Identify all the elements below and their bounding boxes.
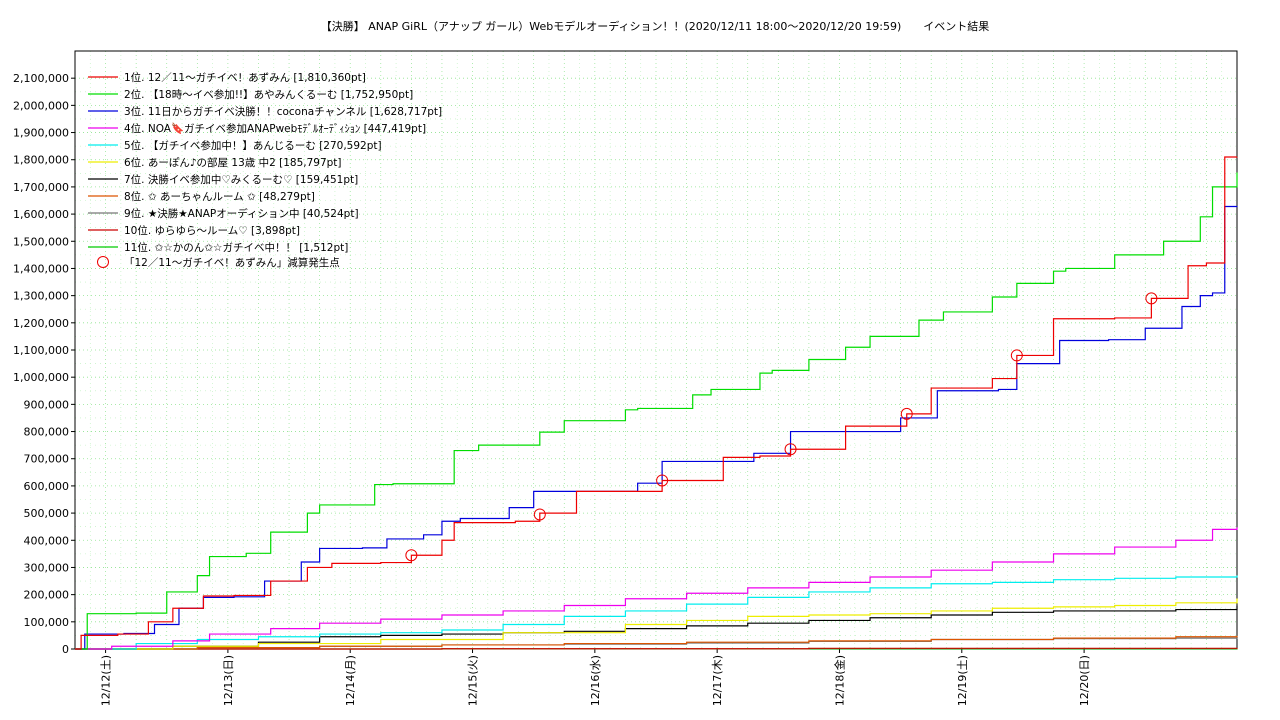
x-tick-label: 12/19(土) bbox=[956, 655, 969, 706]
x-tick-label: 12/16(水) bbox=[589, 655, 602, 706]
y-tick-label: 2,100,000 bbox=[13, 72, 69, 85]
y-tick-label: 500,000 bbox=[24, 507, 70, 520]
series-line bbox=[75, 156, 1238, 650]
legend-entry: 7位. 決勝イベ参加中♡みくるーむ♡ [159,451pt] bbox=[124, 173, 358, 186]
deduction-marker bbox=[900, 407, 913, 420]
legend-entry: 10位. ゆらゆら〜ルーム♡ [3,898pt] bbox=[124, 224, 300, 237]
series-line bbox=[75, 647, 1238, 650]
series-line bbox=[75, 598, 1238, 650]
x-tick-label: 12/12(土) bbox=[100, 655, 113, 706]
series-line bbox=[75, 172, 1238, 650]
legend-entry: 3位. 11日からガチイベ決勝！！coconaチャンネル [1,628,717p… bbox=[124, 105, 442, 118]
y-tick-label: 1,700,000 bbox=[13, 181, 69, 194]
legend-marker-swatch bbox=[97, 256, 109, 268]
deduction-marker bbox=[405, 549, 418, 562]
legend: 1位. 12／11〜ガチイベ！あずみん [1,810,360pt] 2位. 【18… bbox=[88, 71, 442, 269]
deduction-marker bbox=[784, 443, 797, 456]
marker-group bbox=[405, 292, 1158, 562]
legend-entry: 9位. ★決勝★ANAPオーディション中 [40,524pt] bbox=[124, 207, 359, 220]
y-tick-label: 1,400,000 bbox=[13, 262, 69, 275]
y-tick-label: 1,800,000 bbox=[13, 154, 69, 167]
y-tick-label: 600,000 bbox=[24, 480, 70, 493]
deduction-marker bbox=[533, 508, 546, 521]
y-axis: 0 100,000 200,000 300,000 400,000 500,000 600,… bbox=[13, 72, 75, 656]
y-tick-label: 900,000 bbox=[24, 398, 70, 411]
y-tick-label: 800,000 bbox=[24, 426, 70, 439]
series-line bbox=[75, 575, 1238, 650]
y-tick-label: 200,000 bbox=[24, 589, 70, 602]
legend-entry: 5位. 【ガチイベ参加中！】あんじるーむ [270,592pt] bbox=[124, 139, 382, 152]
legend-entry: 4位. NOA🔖ガチイベ参加ANAPwebﾓﾃﾞﾙｵｰﾃﾞｨｼｮﾝ [447,4… bbox=[124, 122, 426, 135]
deduction-marker bbox=[1010, 349, 1023, 362]
series-line bbox=[75, 527, 1238, 650]
x-tick-label: 12/15(火) bbox=[467, 655, 480, 706]
y-tick-label: 1,100,000 bbox=[13, 344, 69, 357]
y-tick-label: 1,900,000 bbox=[13, 127, 69, 140]
x-axis: 12/12(土) 12/13(日) 12/14(月) 12/15(火) 12/16(水)… bbox=[100, 649, 1091, 706]
y-tick-label: 300,000 bbox=[24, 561, 70, 574]
y-tick-label: 0 bbox=[62, 643, 69, 656]
legend-entry: 8位. ✩ あーちゃんルーム ✩ [48,279pt] bbox=[124, 190, 315, 203]
series-line bbox=[75, 605, 1238, 650]
y-tick-label: 1,000,000 bbox=[13, 371, 69, 384]
deduction-marker bbox=[656, 474, 669, 487]
x-tick-label: 12/14(月) bbox=[344, 655, 357, 706]
series-group bbox=[75, 156, 1238, 650]
x-tick-label: 12/17(木) bbox=[711, 655, 724, 706]
deduction-marker bbox=[1145, 292, 1158, 305]
y-tick-label: 400,000 bbox=[24, 534, 70, 547]
series-line bbox=[75, 635, 1238, 650]
chart-title: 【決勝】 ANAP GiRL（アナップ ガール）Webモデルオーディション！！(… bbox=[321, 19, 990, 33]
y-tick-label: 2,000,000 bbox=[13, 99, 69, 112]
y-tick-label: 700,000 bbox=[24, 453, 70, 466]
x-tick-label: 12/13(日) bbox=[222, 655, 235, 706]
legend-entry: 6位. あーぽん♪の部屋 13歳 中2 [185,797pt] bbox=[124, 156, 342, 169]
legend-marker-entry: 「12／11〜ガチイベ！あずみん」減算発生点 bbox=[124, 256, 340, 269]
legend-entry: 11位. ✩☆かのん✩☆ガチイベ中！！ [1,512pt] bbox=[124, 241, 348, 254]
legend-entry: 1位. 12／11〜ガチイベ！あずみん [1,810,360pt] bbox=[124, 71, 366, 84]
y-tick-label: 100,000 bbox=[24, 616, 70, 629]
y-tick-label: 1,200,000 bbox=[13, 317, 69, 330]
x-tick-label: 12/18(金) bbox=[832, 655, 846, 706]
y-tick-label: 1,500,000 bbox=[13, 235, 69, 248]
legend-entry: 2位. 【18時〜イベ参加!!】あやみんくるーむ [1,752,950pt] bbox=[124, 88, 413, 101]
y-tick-label: 1,300,000 bbox=[13, 290, 69, 303]
y-tick-label: 1,600,000 bbox=[13, 208, 69, 221]
x-tick-label: 12/20(日) bbox=[1078, 655, 1091, 706]
grid bbox=[75, 51, 1237, 649]
